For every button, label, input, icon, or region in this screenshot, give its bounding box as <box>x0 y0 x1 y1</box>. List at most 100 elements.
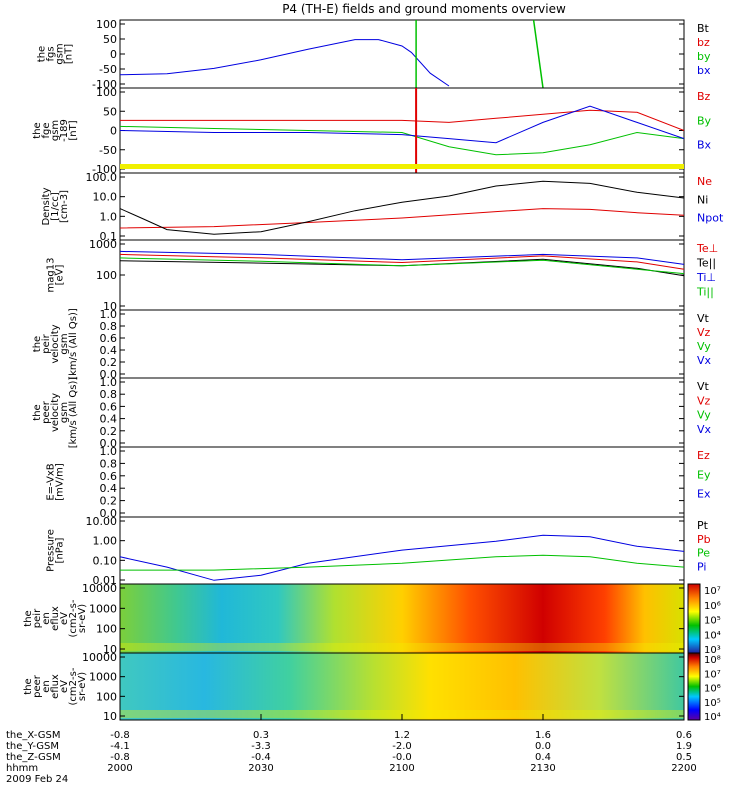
series-Te⊥ <box>119 253 685 270</box>
y-axis-label: eV <box>59 680 70 693</box>
y-tick-label: 0.6 <box>100 332 118 345</box>
colorbar-label: 10⁶ <box>704 601 721 612</box>
y-tick-label: 100 <box>96 18 117 31</box>
y-tick-label: 1000 <box>89 602 117 615</box>
y-axis-label: E=-VxB <box>46 463 57 500</box>
ephemeris-value: 0.5 <box>676 752 692 763</box>
y-tick-label: -100 <box>92 163 117 176</box>
y-tick-label: 50 <box>103 105 117 118</box>
y-tick-label: 100 <box>96 86 117 99</box>
colorbar-label: 10⁷ <box>704 669 721 680</box>
series-Te|| <box>119 258 685 277</box>
y-tick-label: 1000 <box>89 671 117 684</box>
y-tick-label: 1.0 <box>100 210 118 223</box>
y-axis-label: peer <box>41 400 52 424</box>
panel-frame <box>119 19 685 89</box>
legend-entry: Vz <box>697 326 711 339</box>
ephemeris-value: -0.8 <box>110 752 130 763</box>
y-tick-label: 0.0 <box>100 507 118 520</box>
y-tick-label: 0.8 <box>100 320 118 333</box>
y-axis-label: sr-eV) <box>77 672 88 701</box>
y-tick-label: 0 <box>110 48 117 61</box>
y-tick-label: 0.0 <box>100 368 118 381</box>
y-axis-label: gsm <box>59 402 70 423</box>
ephemeris-value: 1.9 <box>676 741 692 752</box>
spectrogram-band <box>120 643 684 651</box>
y-tick-label: 100.0 <box>86 171 118 184</box>
legend-entry: Vx <box>697 354 712 367</box>
legend-entry: Bt <box>697 22 710 35</box>
panels-group: 100500-50-100thefgsgsm[nT]Btbzbybx100500… <box>23 18 724 723</box>
y-axis-label: [1/cc] <box>50 192 61 221</box>
series-Ti|| <box>119 257 685 275</box>
panel-3: 100.0 10.0 1.0 0.1 Density[1/cc][cm-3] Ne Ni Np… <box>41 171 724 243</box>
y-tick-label: 100 <box>96 690 117 703</box>
y-tick-label: 1.0 <box>100 445 118 458</box>
y-tick-label: 10 <box>103 643 117 656</box>
y-axis-label: (cm2-s- <box>68 599 79 637</box>
y-axis-label: Density <box>41 187 52 225</box>
y-axis-label: -189 <box>59 119 70 142</box>
y-axis-label: fgs <box>46 46 57 61</box>
legend-entry: bz <box>697 36 710 49</box>
legend-entry: By <box>697 114 712 127</box>
y-tick-label: 0.6 <box>100 400 118 413</box>
legend-entry: by <box>697 50 711 63</box>
series-Ti⊥ <box>119 250 685 265</box>
y-tick-label: 0.2 <box>100 425 118 438</box>
series-bx <box>119 39 450 87</box>
series-Ne <box>119 208 685 229</box>
y-tick-label: 1.0 <box>100 376 118 389</box>
panel-4: 1000 100 10 mag13[eV] Te⊥ Te||Ti⊥ Ti|| <box>46 238 719 313</box>
ephemeris-value: 2200 <box>671 763 696 774</box>
spectrogram <box>120 653 684 720</box>
colorbar-label: 10³ <box>704 645 721 656</box>
legend-entry: Pi <box>697 560 706 573</box>
y-tick-label: 0.4 <box>100 482 118 495</box>
legend-entry: Vx <box>697 423 712 436</box>
y-axis-label: eflux <box>50 606 61 631</box>
panel-7: 1.00.80.60.40.20.0 E=-VxB[mV/m] Ez Ey Ex <box>46 445 711 520</box>
panel-frame <box>119 172 685 241</box>
legend-entry: Bx <box>697 139 712 152</box>
y-tick-label: 0 <box>110 125 117 138</box>
ephemeris-value: -0.8 <box>110 730 130 741</box>
y-tick-label: 0.8 <box>100 457 118 470</box>
legend-entry: Te⊥ <box>696 242 718 255</box>
y-tick-label: 100 <box>96 623 117 636</box>
y-tick-label: 1.0 <box>100 308 118 321</box>
legend-entry: Pe <box>697 547 710 560</box>
legend-entry: Vy <box>697 340 711 353</box>
ephemeris-value: 0.0 <box>535 741 551 752</box>
y-axis-label: eflux <box>50 674 61 699</box>
y-tick-label: 1000 <box>89 238 117 251</box>
y-axis-label: [nT] <box>68 120 79 140</box>
legend-entry: Pb <box>697 533 711 546</box>
legend-entry: Vt <box>697 312 710 325</box>
y-axis-label: [nPa] <box>55 537 66 563</box>
y-axis-label: [nT] <box>64 44 75 64</box>
colorbar-label: 10⁴ <box>704 630 721 641</box>
panel-frame <box>119 309 685 379</box>
y-tick-label: 100 <box>96 269 117 282</box>
y-axis-label: the <box>23 610 34 626</box>
ephemeris-value: 2100 <box>389 763 414 774</box>
legend-entry: Ne <box>697 175 712 188</box>
y-tick-label: -50 <box>99 63 117 76</box>
y-tick-label: 10.00 <box>86 515 118 528</box>
legend-entry: Ex <box>697 488 711 501</box>
y-axis-label: mag13 <box>46 258 57 293</box>
y-axis-label: eV <box>59 612 70 625</box>
legend-entry: Te|| <box>696 257 716 270</box>
y-axis-label: gsm <box>55 43 66 64</box>
by-spike <box>532 19 544 89</box>
y-tick-label: 10000 <box>82 582 117 595</box>
y-tick-label: -100 <box>92 78 117 91</box>
series-Bz <box>120 109 685 131</box>
panel-9: 10⁷ 10⁶ 10⁵ 10⁴ 10³ 10000 1000 100 10 thepeirenef… <box>23 582 721 656</box>
spectrogram <box>120 584 684 653</box>
y-tick-label: 1.00 <box>93 535 118 548</box>
